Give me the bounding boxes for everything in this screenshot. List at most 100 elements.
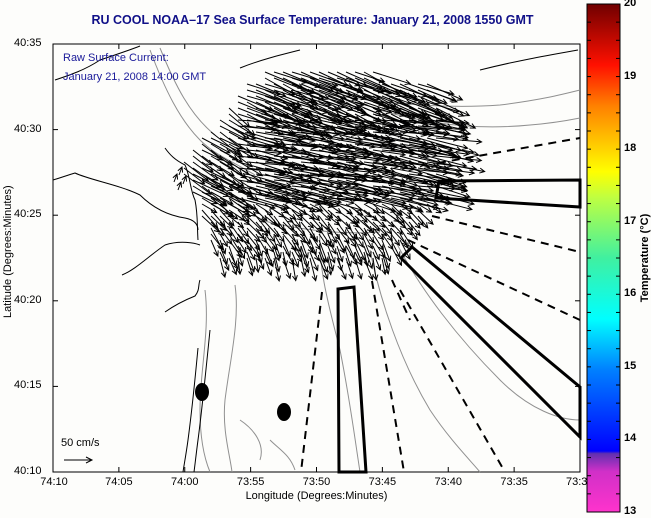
current-vector-arrow: [228, 125, 257, 140]
current-vector-arrow: [354, 233, 364, 248]
current-vector-arrow: [237, 245, 246, 260]
channel-line: [437, 137, 581, 164]
current-vector-arrow: [264, 89, 302, 107]
channel-line: [300, 291, 323, 473]
channel-line: [399, 289, 506, 473]
current-vector-arrow: [399, 239, 411, 261]
current-vector-arrow: [246, 257, 254, 277]
current-vector-arrow: [426, 101, 460, 114]
current-vector-arrow: [435, 167, 476, 176]
current-vector-arrow: [228, 239, 243, 259]
current-vector-arrow: [435, 119, 470, 126]
colorbar-tick-label: 20: [624, 0, 637, 9]
x-tick-label: 73:55: [236, 476, 265, 488]
current-vector-arrow: [426, 197, 473, 212]
colorbar-tick-label: 14: [624, 432, 637, 445]
channel-line: [407, 239, 581, 321]
current-vector-arrow: [426, 119, 465, 127]
channel-line: [391, 279, 411, 321]
current-vector-arrow: [309, 101, 341, 117]
current-vector-arrow: [435, 125, 468, 136]
current-vector-arrow: [381, 221, 393, 235]
current-vector-arrow: [282, 257, 292, 280]
current-vector-arrow: [255, 221, 269, 237]
current-vector-arrow: [426, 125, 472, 137]
current-vector-arrow: [246, 203, 260, 215]
current-vector-arrow: [354, 251, 363, 267]
current-vector-arrow: [246, 245, 256, 261]
colorbar-tick-label: 17: [624, 214, 637, 227]
current-vector-arrow: [345, 215, 360, 228]
scale-label: 50 cm/s: [61, 437, 100, 449]
current-vector-arrow: [282, 203, 304, 217]
current-vector-arrow: [264, 257, 273, 277]
current-vector-arrow: [354, 221, 368, 237]
current-vector-arrow: [246, 251, 256, 273]
x-axis-ticks: [52, 44, 581, 472]
current-vector-arrow: [273, 245, 281, 262]
current-vector-arrow: [399, 197, 449, 213]
current-vector-arrow: [201, 215, 221, 233]
current-vector-arrow: [390, 233, 401, 247]
x-tick-label: 73:50: [302, 476, 331, 488]
colorbar-tick-label: 19: [624, 69, 637, 82]
current-vector-arrow: [300, 239, 309, 259]
y-tick-label: 40:30: [14, 122, 42, 135]
current-vector-arrow: [426, 203, 443, 214]
current-vector-arrow: [381, 239, 392, 263]
y-tick-label: 40:35: [14, 37, 42, 49]
current-vector-arrow: [363, 149, 401, 162]
current-vector-arrow: [363, 221, 375, 235]
current-vector-arrow: [255, 95, 299, 114]
current-vector-arrow: [318, 251, 329, 274]
current-vector-arrow: [363, 239, 372, 258]
y-tick-label: 40:25: [14, 208, 42, 221]
x-tick-label: 73:35: [500, 476, 528, 488]
current-vector-arrow: [273, 203, 290, 214]
current-vector-arrow: [309, 83, 347, 100]
current-vector-arrow: [282, 131, 327, 141]
x-tick-label: 73:40: [434, 476, 463, 488]
current-vector-arrow: [177, 165, 184, 176]
current-vector-arrow: [372, 257, 379, 281]
colorbar-tick-label: 16: [624, 287, 637, 300]
current-vector-arrow: [372, 251, 382, 271]
current-vector-arrow: [327, 89, 359, 101]
current-vector-arrow: [255, 251, 265, 270]
current-vector-arrow: [309, 245, 320, 262]
current-vector-arrow: [282, 161, 320, 171]
current-vector-arrow: [309, 257, 318, 282]
current-vector-arrow: [345, 209, 360, 224]
current-timestamp: January 21, 2008 14:00 GMT: [63, 71, 207, 83]
current-vector-arrow: [300, 197, 335, 209]
current-vector-arrow: [309, 251, 319, 272]
current-vector-arrow: [354, 209, 368, 223]
current-vector-arrow: [237, 251, 244, 267]
current-vector-arrow: [318, 233, 328, 247]
current-vector-arrow: [237, 95, 275, 112]
station-marker: [277, 403, 291, 421]
current-vector-arrow: [183, 173, 212, 195]
current-vector-arrow: [237, 221, 249, 238]
current-vector-arrow: [354, 203, 372, 218]
colorbar-tick-label: 13: [624, 505, 637, 517]
current-vector-arrow: [390, 239, 401, 259]
exclusion-zone-east: [434, 178, 582, 209]
colorbar: [586, 3, 621, 513]
current-vector-arrow: [345, 95, 383, 113]
current-vector-arrow: [228, 149, 254, 168]
coastline: [52, 45, 579, 473]
current-vector-arrow: [435, 149, 470, 157]
current-vector-arrow: [327, 245, 336, 264]
current-vector-arrow: [282, 245, 295, 267]
current-vector-arrow: [172, 172, 179, 183]
current-vector-arrow: [264, 239, 275, 253]
current-vector-arrow: [417, 209, 434, 226]
y-tick-label: 40:20: [14, 293, 42, 306]
channel-line: [371, 280, 405, 473]
current-vector-arrow: [228, 257, 238, 276]
current-vector-arrow: [381, 227, 394, 242]
current-vector-arrow: [417, 215, 429, 229]
current-vector-arrow: [399, 233, 409, 250]
